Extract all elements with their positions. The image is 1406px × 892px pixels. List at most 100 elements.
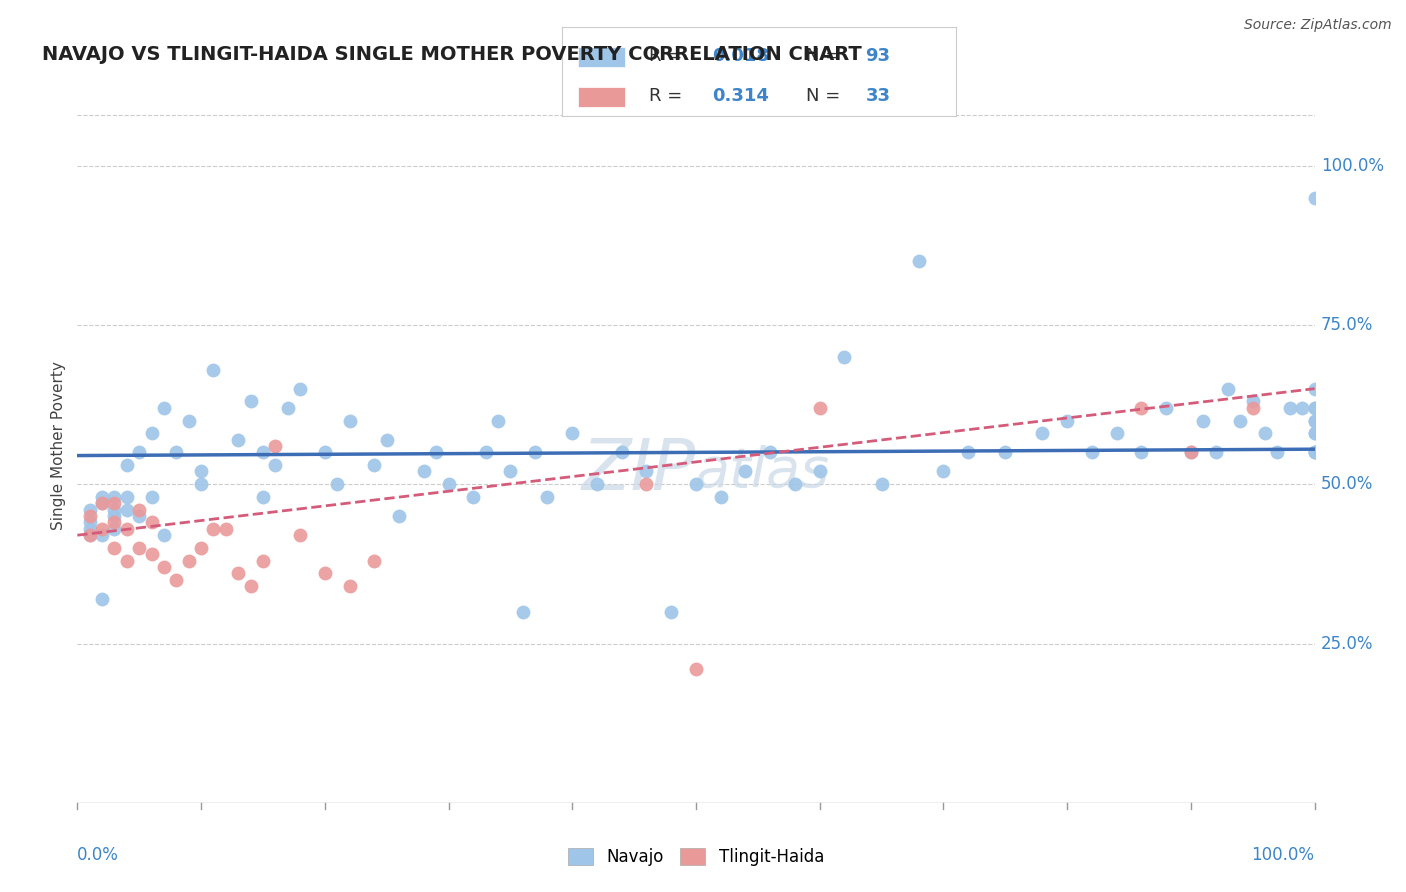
Bar (578, 87, 626, 107)
Text: 0.018: 0.018 (711, 47, 769, 65)
Point (339, 413, 361, 427)
Point (808, 465, 831, 479)
Point (115, 502, 138, 516)
Point (1056, 413, 1078, 427)
Point (115, 490, 138, 504)
Point (128, 541, 150, 555)
Point (659, 605, 682, 619)
Text: NAVAJO VS TLINGIT-HAIDA SINGLE MOTHER POVERTY CORRELATION CHART: NAVAJO VS TLINGIT-HAIDA SINGLE MOTHER PO… (42, 45, 862, 63)
Point (685, 477, 707, 491)
Point (1291, 401, 1313, 415)
Text: 100.0%: 100.0% (1320, 157, 1384, 175)
Point (190, 465, 212, 479)
Point (512, 605, 534, 619)
Point (907, 254, 929, 268)
Point (1180, 445, 1202, 459)
Text: atlas: atlas (696, 444, 830, 498)
Point (91, 496, 114, 510)
Point (561, 426, 583, 441)
Point (103, 516, 125, 530)
Point (277, 401, 299, 415)
Point (486, 413, 509, 427)
Point (734, 465, 756, 479)
Point (264, 439, 287, 453)
Point (375, 433, 398, 447)
Point (239, 579, 262, 593)
Point (1254, 426, 1277, 441)
Point (128, 509, 150, 524)
Point (202, 522, 225, 536)
Point (1130, 401, 1153, 415)
Point (215, 522, 238, 536)
Point (463, 490, 485, 504)
Point (1205, 445, 1227, 459)
Point (91, 496, 114, 510)
Point (388, 509, 411, 524)
Point (1303, 401, 1326, 415)
Point (1303, 445, 1326, 459)
Point (165, 445, 187, 459)
Point (870, 477, 893, 491)
Point (79, 509, 101, 524)
Point (115, 554, 138, 568)
Point (103, 496, 125, 510)
Point (437, 477, 460, 491)
Point (1303, 426, 1326, 441)
Point (1105, 426, 1128, 441)
Point (141, 490, 163, 504)
Legend: Navajo, Tlingit-Haida: Navajo, Tlingit-Haida (561, 841, 831, 873)
Point (957, 445, 980, 459)
Point (153, 528, 176, 542)
Point (128, 502, 150, 516)
Text: Source: ZipAtlas.com: Source: ZipAtlas.com (1244, 18, 1392, 32)
Point (1031, 426, 1053, 441)
Point (202, 362, 225, 376)
Point (474, 445, 496, 459)
Point (586, 477, 609, 491)
Point (1267, 445, 1289, 459)
Point (1130, 445, 1153, 459)
Text: 33: 33 (866, 87, 890, 105)
Point (808, 401, 831, 415)
Point (1081, 445, 1104, 459)
Point (326, 477, 349, 491)
Point (636, 465, 658, 479)
Point (239, 394, 262, 409)
Point (91, 591, 114, 606)
Point (103, 541, 125, 555)
Point (252, 554, 274, 568)
Point (103, 502, 125, 516)
Point (314, 445, 336, 459)
Y-axis label: Single Mother Poverty: Single Mother Poverty (51, 361, 66, 531)
Text: R =: R = (650, 87, 688, 105)
Point (226, 433, 249, 447)
Point (1303, 426, 1326, 441)
Text: R =: R = (650, 47, 688, 65)
Point (425, 445, 447, 459)
Point (710, 490, 733, 504)
Point (288, 382, 311, 396)
Point (412, 465, 434, 479)
Point (103, 522, 125, 536)
Point (1241, 401, 1264, 415)
Point (339, 579, 361, 593)
Point (79, 522, 101, 536)
Point (314, 566, 336, 581)
Point (103, 490, 125, 504)
Point (115, 522, 138, 536)
Point (1303, 445, 1326, 459)
Text: 0.0%: 0.0% (77, 846, 120, 863)
Point (79, 528, 101, 542)
Point (226, 566, 249, 581)
Point (1303, 445, 1326, 459)
Point (994, 445, 1017, 459)
Point (499, 465, 522, 479)
Point (783, 477, 806, 491)
Point (91, 522, 114, 536)
Point (536, 490, 558, 504)
Point (759, 445, 782, 459)
Point (79, 528, 101, 542)
Bar (578, 46, 626, 67)
Point (252, 445, 274, 459)
Point (141, 547, 163, 561)
